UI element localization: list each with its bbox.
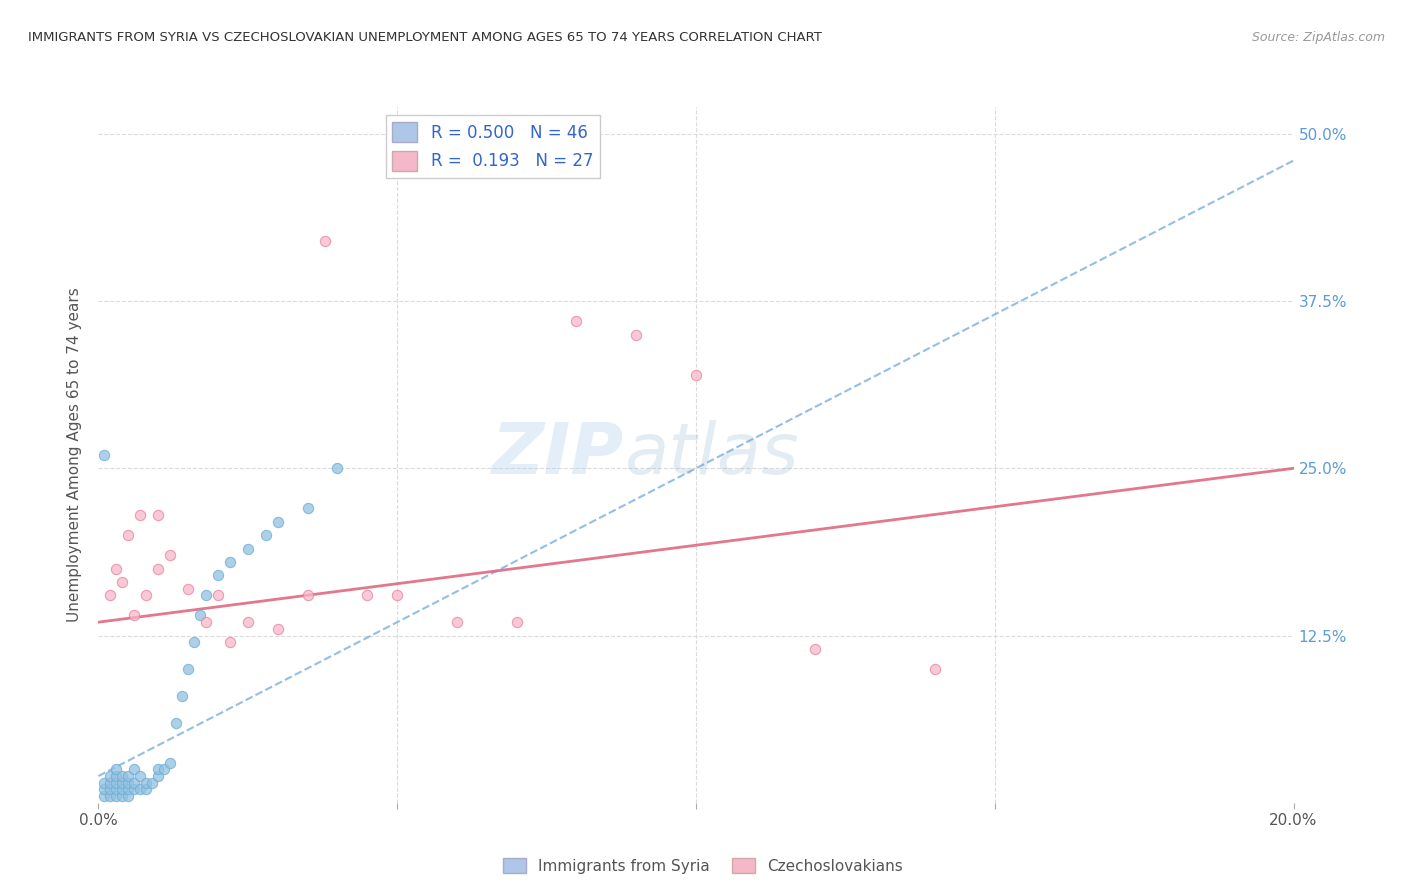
Point <box>105 789 128 804</box>
Point <box>165 715 187 730</box>
Point <box>117 528 139 542</box>
Text: Source: ZipAtlas.com: Source: ZipAtlas.com <box>1251 31 1385 45</box>
Point <box>111 776 134 790</box>
Text: IMMIGRANTS FROM SYRIA VS CZECHOSLOVAKIAN UNEMPLOYMENT AMONG AGES 65 TO 74 YEARS : IMMIGRANTS FROM SYRIA VS CZECHOSLOVAKIAN… <box>28 31 823 45</box>
Point <box>105 762 128 776</box>
Point <box>111 575 134 590</box>
Point <box>153 762 176 776</box>
Legend: R = 0.500   N = 46, R =  0.193   N = 27: R = 0.500 N = 46, R = 0.193 N = 27 <box>385 115 600 178</box>
Point <box>98 776 122 790</box>
Point <box>105 782 128 797</box>
Point <box>804 642 827 657</box>
Point <box>148 562 170 576</box>
Point <box>159 548 181 563</box>
Point <box>565 314 588 328</box>
Point <box>236 615 259 630</box>
Point <box>117 776 139 790</box>
Point <box>98 782 122 797</box>
Text: ZIP: ZIP <box>492 420 624 490</box>
Point <box>924 662 946 676</box>
Point <box>254 528 277 542</box>
Point <box>446 615 468 630</box>
Point <box>297 589 319 603</box>
Point <box>105 776 128 790</box>
Point <box>98 589 122 603</box>
Point <box>129 769 152 783</box>
Point <box>135 776 157 790</box>
Point <box>111 782 134 797</box>
Y-axis label: Unemployment Among Ages 65 to 74 years: Unemployment Among Ages 65 to 74 years <box>67 287 83 623</box>
Point <box>177 582 200 596</box>
Point <box>177 662 200 676</box>
Point <box>117 782 139 797</box>
Point <box>93 448 115 462</box>
Point <box>207 568 229 582</box>
Point <box>267 622 290 636</box>
Point <box>195 615 218 630</box>
Point <box>183 635 205 649</box>
Point <box>124 608 146 623</box>
Point <box>124 776 146 790</box>
Point <box>172 689 194 703</box>
Point <box>129 508 152 523</box>
Point <box>124 762 146 776</box>
Point <box>356 589 378 603</box>
Point <box>117 789 139 804</box>
Point <box>626 327 648 342</box>
Legend: Immigrants from Syria, Czechoslovakians: Immigrants from Syria, Czechoslovakians <box>496 852 910 880</box>
Point <box>506 615 529 630</box>
Point <box>326 461 349 475</box>
Point <box>105 769 128 783</box>
Point <box>148 508 170 523</box>
Point <box>98 789 122 804</box>
Point <box>93 776 115 790</box>
Point <box>93 789 115 804</box>
Point <box>135 782 157 797</box>
Point <box>207 589 229 603</box>
Point <box>236 541 259 556</box>
Point <box>111 789 134 804</box>
Point <box>297 501 319 516</box>
Point <box>685 368 707 382</box>
Point <box>141 776 163 790</box>
Point <box>135 589 157 603</box>
Point <box>219 635 242 649</box>
Point <box>315 234 337 248</box>
Point <box>195 589 218 603</box>
Point <box>105 562 128 576</box>
Point <box>124 782 146 797</box>
Point <box>117 769 139 783</box>
Point <box>159 756 181 770</box>
Point <box>219 555 242 569</box>
Point <box>385 589 409 603</box>
Point <box>98 769 122 783</box>
Point <box>148 769 170 783</box>
Point <box>148 762 170 776</box>
Point <box>93 782 115 797</box>
Point <box>129 782 152 797</box>
Point <box>188 608 211 623</box>
Point <box>267 515 290 529</box>
Text: atlas: atlas <box>624 420 799 490</box>
Point <box>111 769 134 783</box>
